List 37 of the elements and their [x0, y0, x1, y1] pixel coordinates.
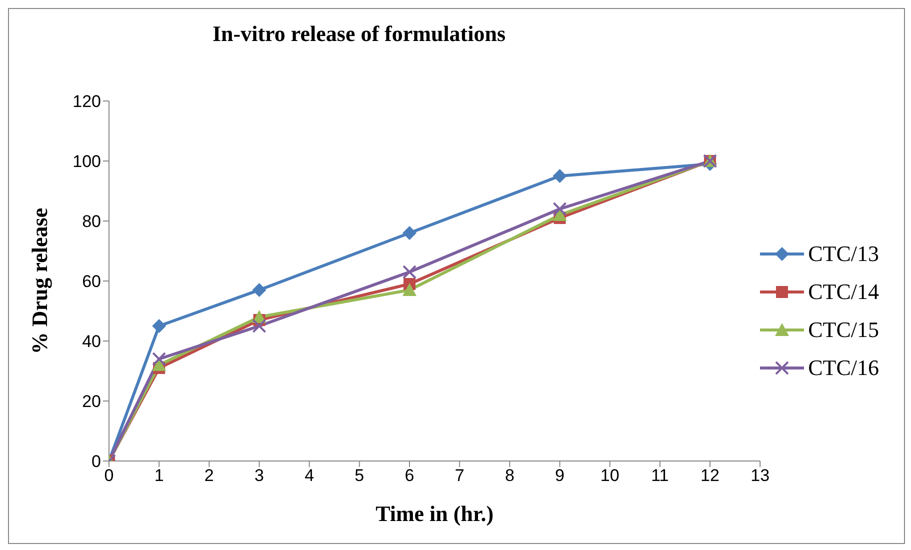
x-axis-title: Time in (hr.)	[376, 501, 494, 526]
x-tick-label: 9	[555, 466, 564, 486]
y-tick-label: 0	[92, 452, 101, 472]
point	[252, 319, 266, 333]
x-tick-label: 13	[750, 466, 770, 486]
y-tick-label: 100	[72, 152, 101, 172]
x-tick-label: 2	[204, 466, 214, 486]
y-tick-label: 80	[82, 212, 101, 232]
legend-label: CTC/16	[808, 355, 879, 381]
x-tick-label: 4	[304, 466, 314, 486]
x-tick-label: 0	[104, 466, 114, 486]
x-tick-label: 5	[354, 466, 364, 486]
legend-label: CTC/15	[808, 317, 879, 343]
y-axis-title: % Drug release	[26, 208, 52, 354]
y-tick-label: 40	[82, 332, 101, 352]
x-tick-label: 8	[504, 466, 514, 486]
chart-title: In-vitro release of formulations	[211, 21, 507, 48]
point	[152, 352, 166, 366]
y-tick-label: 60	[82, 272, 101, 292]
point	[552, 169, 567, 183]
point	[402, 265, 417, 279]
legend-label: CTC/13	[808, 241, 879, 267]
legend-label: CTC/14	[808, 279, 879, 305]
x-tick-label: 3	[254, 466, 264, 486]
x-tick-label: 7	[454, 466, 464, 486]
point	[402, 283, 417, 296]
x-tick-label: 1	[154, 466, 164, 486]
x-tick-label: 6	[404, 466, 414, 486]
y-tick-label: 120	[72, 92, 101, 112]
point	[252, 283, 266, 297]
point	[152, 319, 166, 333]
point	[552, 202, 567, 216]
x-tick-label: 11	[651, 466, 669, 486]
y-tick-label: 20	[82, 392, 101, 412]
x-tick-label: 12	[700, 466, 720, 486]
x-tick-label: 10	[600, 466, 620, 486]
point	[402, 226, 417, 240]
